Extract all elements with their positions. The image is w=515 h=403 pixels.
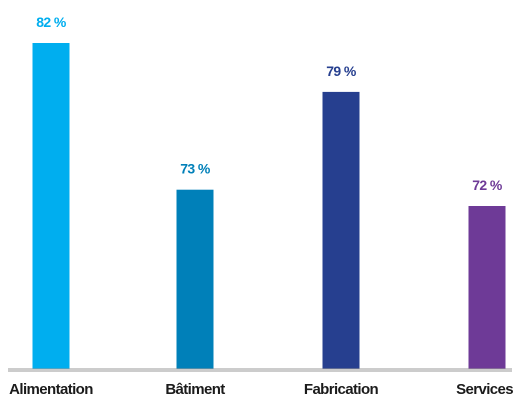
category-labels-group: Alimentation Bâtiment Fabrication Services <box>9 381 514 398</box>
value-labels-group: 82 % 73 % 79 % 72 % <box>36 14 503 193</box>
bar-fabrication <box>322 91 360 370</box>
value-label: 72 % <box>472 177 503 193</box>
value-label: 82 % <box>36 14 67 30</box>
category-label: Services <box>456 381 513 398</box>
value-label: 79 % <box>326 63 357 79</box>
bar-alimentation <box>32 43 70 369</box>
bar-services <box>468 206 506 369</box>
category-label: Alimentation <box>9 381 93 398</box>
category-label: Bâtiment <box>165 381 225 398</box>
value-label: 73 % <box>180 161 211 177</box>
bars-group <box>32 43 506 370</box>
category-label: Fabrication <box>304 381 379 398</box>
bar-batiment <box>176 189 214 369</box>
